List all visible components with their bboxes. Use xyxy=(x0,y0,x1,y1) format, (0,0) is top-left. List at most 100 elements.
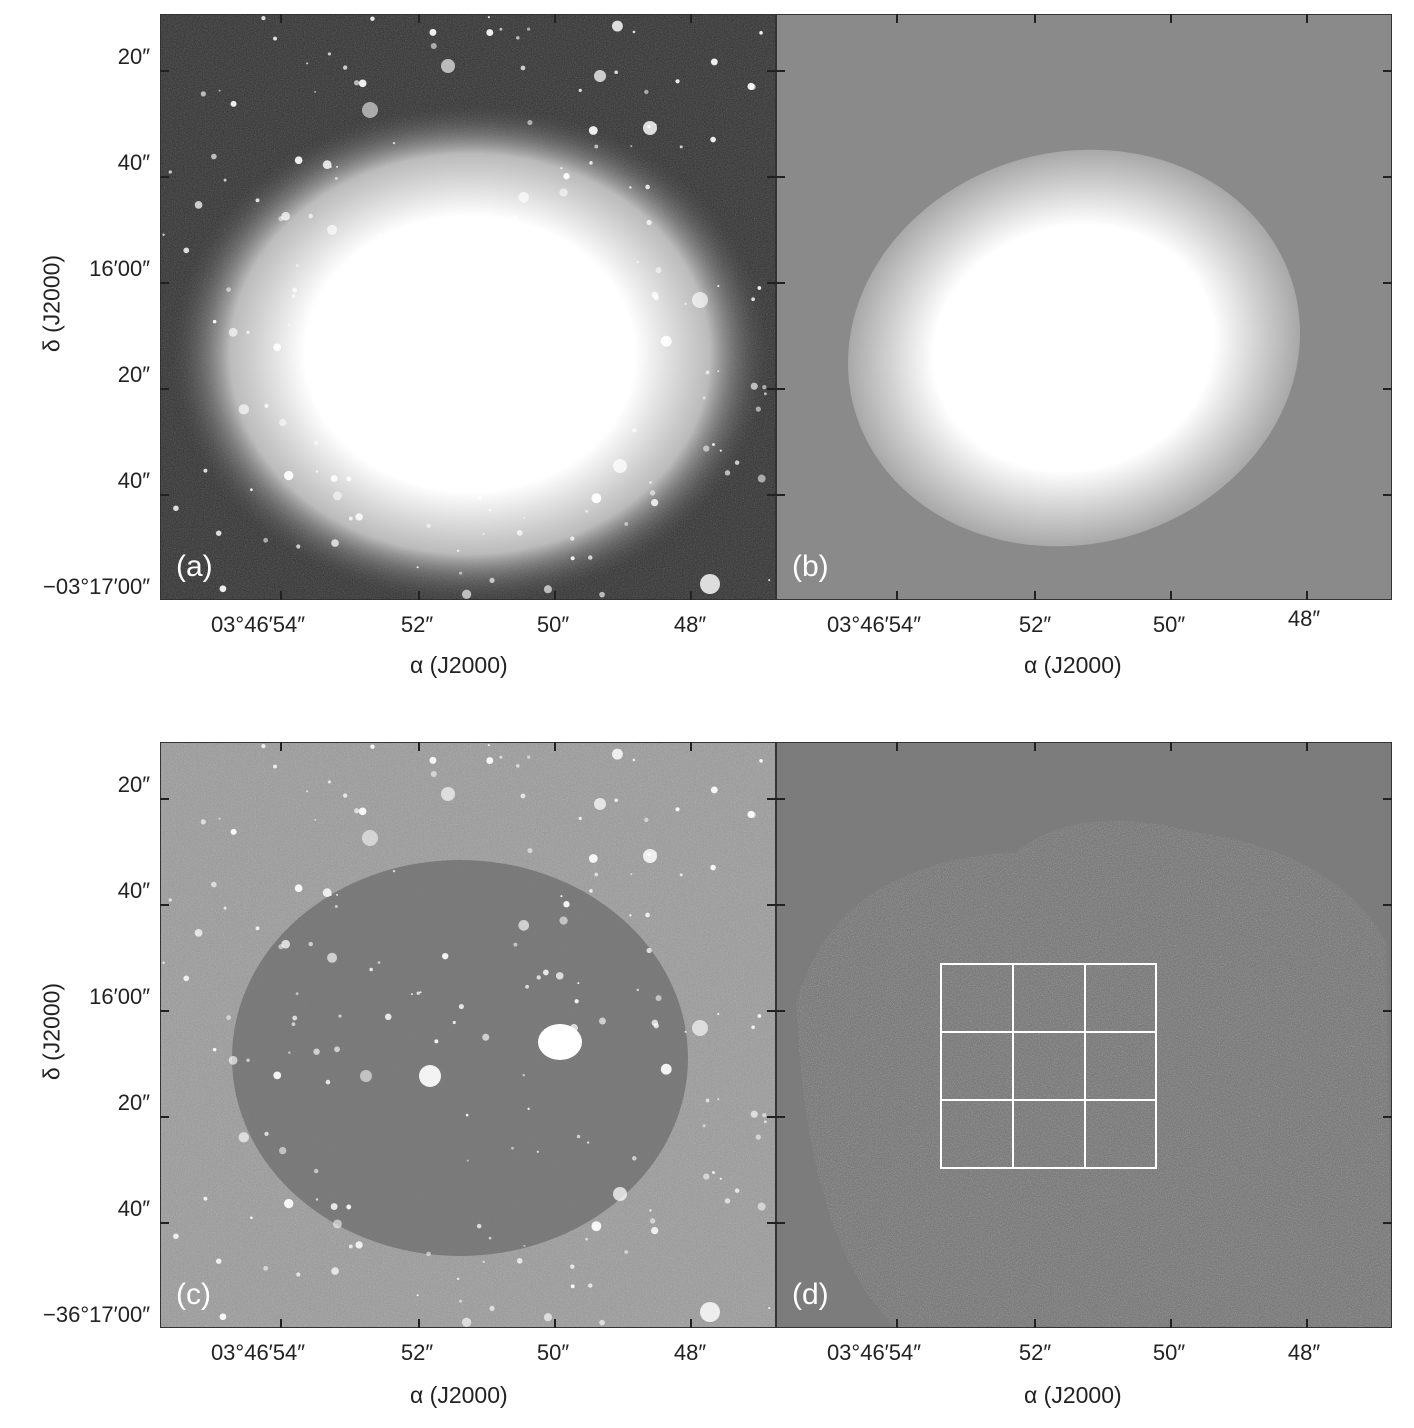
star xyxy=(358,807,367,816)
tick-mark xyxy=(1383,798,1392,800)
tick-mark xyxy=(280,742,282,751)
star xyxy=(488,1236,492,1240)
star xyxy=(314,818,317,821)
star xyxy=(516,530,523,536)
star xyxy=(518,192,530,203)
star xyxy=(643,849,657,863)
star xyxy=(559,916,568,925)
star xyxy=(624,522,629,526)
star xyxy=(762,1113,767,1118)
tick-mark xyxy=(767,494,776,496)
star xyxy=(354,808,360,814)
star xyxy=(486,757,494,765)
star xyxy=(392,869,396,873)
tick-mark xyxy=(280,14,282,23)
xtick-top-right-1: 03°46′54″ xyxy=(826,612,922,637)
star xyxy=(441,787,455,801)
star xyxy=(362,102,378,118)
star xyxy=(327,52,332,56)
star xyxy=(747,82,755,90)
star xyxy=(296,1272,301,1277)
star xyxy=(459,571,463,575)
tick-mark xyxy=(1170,1319,1172,1328)
star xyxy=(632,428,637,433)
star xyxy=(264,403,269,408)
star xyxy=(482,305,490,313)
star xyxy=(751,1025,755,1030)
star xyxy=(636,260,639,264)
star xyxy=(645,184,650,190)
star xyxy=(250,1216,253,1220)
tick-mark xyxy=(1306,742,1308,751)
tick-mark xyxy=(1034,1319,1036,1328)
star xyxy=(416,263,420,267)
star xyxy=(308,941,313,947)
tick-mark xyxy=(160,904,169,906)
xtick-top-left-2: 52″ xyxy=(400,612,434,637)
tick-mark xyxy=(767,1010,776,1012)
star xyxy=(292,287,298,293)
star xyxy=(288,323,291,326)
star xyxy=(410,993,413,996)
star xyxy=(644,817,649,823)
star xyxy=(646,947,652,954)
star xyxy=(653,1023,659,1029)
star xyxy=(255,198,260,203)
tick-mark xyxy=(767,798,776,800)
xlabel-bottom-left: α (J2000) xyxy=(410,1382,508,1408)
star xyxy=(442,952,449,960)
star xyxy=(679,145,683,149)
tick-mark xyxy=(554,591,556,600)
star xyxy=(459,1299,463,1303)
star xyxy=(588,854,598,863)
tick-mark xyxy=(767,70,776,72)
star xyxy=(525,984,529,989)
tick-mark xyxy=(1383,494,1392,496)
tick-mark xyxy=(776,904,785,906)
star xyxy=(536,1150,539,1153)
star xyxy=(614,70,618,75)
star xyxy=(330,1203,338,1210)
star xyxy=(458,276,464,282)
xlabel-top-right: α (J2000) xyxy=(1024,652,1122,678)
tick-mark xyxy=(776,798,785,800)
star xyxy=(536,422,539,425)
star xyxy=(228,1055,238,1065)
ytick-bottom-4: 20″ xyxy=(117,1090,150,1115)
star xyxy=(555,972,564,980)
star xyxy=(264,1131,269,1136)
star xyxy=(536,247,541,252)
star xyxy=(325,1079,331,1085)
ylabel-top: δ (J2000) xyxy=(38,254,65,353)
star xyxy=(429,756,437,764)
star xyxy=(200,819,206,825)
star xyxy=(684,1030,687,1033)
star xyxy=(294,156,303,165)
star xyxy=(570,1264,575,1269)
star xyxy=(578,88,582,93)
star xyxy=(747,810,755,818)
star xyxy=(430,43,437,50)
star xyxy=(331,1267,339,1275)
tick-mark xyxy=(280,591,282,600)
xtick-bottom-left-4: 48″ xyxy=(673,1340,707,1365)
star xyxy=(523,1244,526,1247)
star xyxy=(542,969,549,976)
star xyxy=(594,70,606,82)
star xyxy=(518,920,530,931)
xlabel-bottom-right: α (J2000) xyxy=(1024,1382,1122,1408)
tick-mark xyxy=(160,494,169,496)
star xyxy=(325,351,331,357)
panel-label-c: (c) xyxy=(176,1278,211,1311)
star xyxy=(355,1241,363,1249)
star xyxy=(355,513,363,521)
star xyxy=(346,1204,352,1210)
star xyxy=(525,256,529,261)
star xyxy=(218,817,221,820)
star xyxy=(308,213,313,219)
tick-mark xyxy=(160,1222,169,1224)
star xyxy=(362,830,378,846)
star xyxy=(576,1134,581,1139)
star xyxy=(734,460,740,465)
star xyxy=(613,1187,627,1201)
